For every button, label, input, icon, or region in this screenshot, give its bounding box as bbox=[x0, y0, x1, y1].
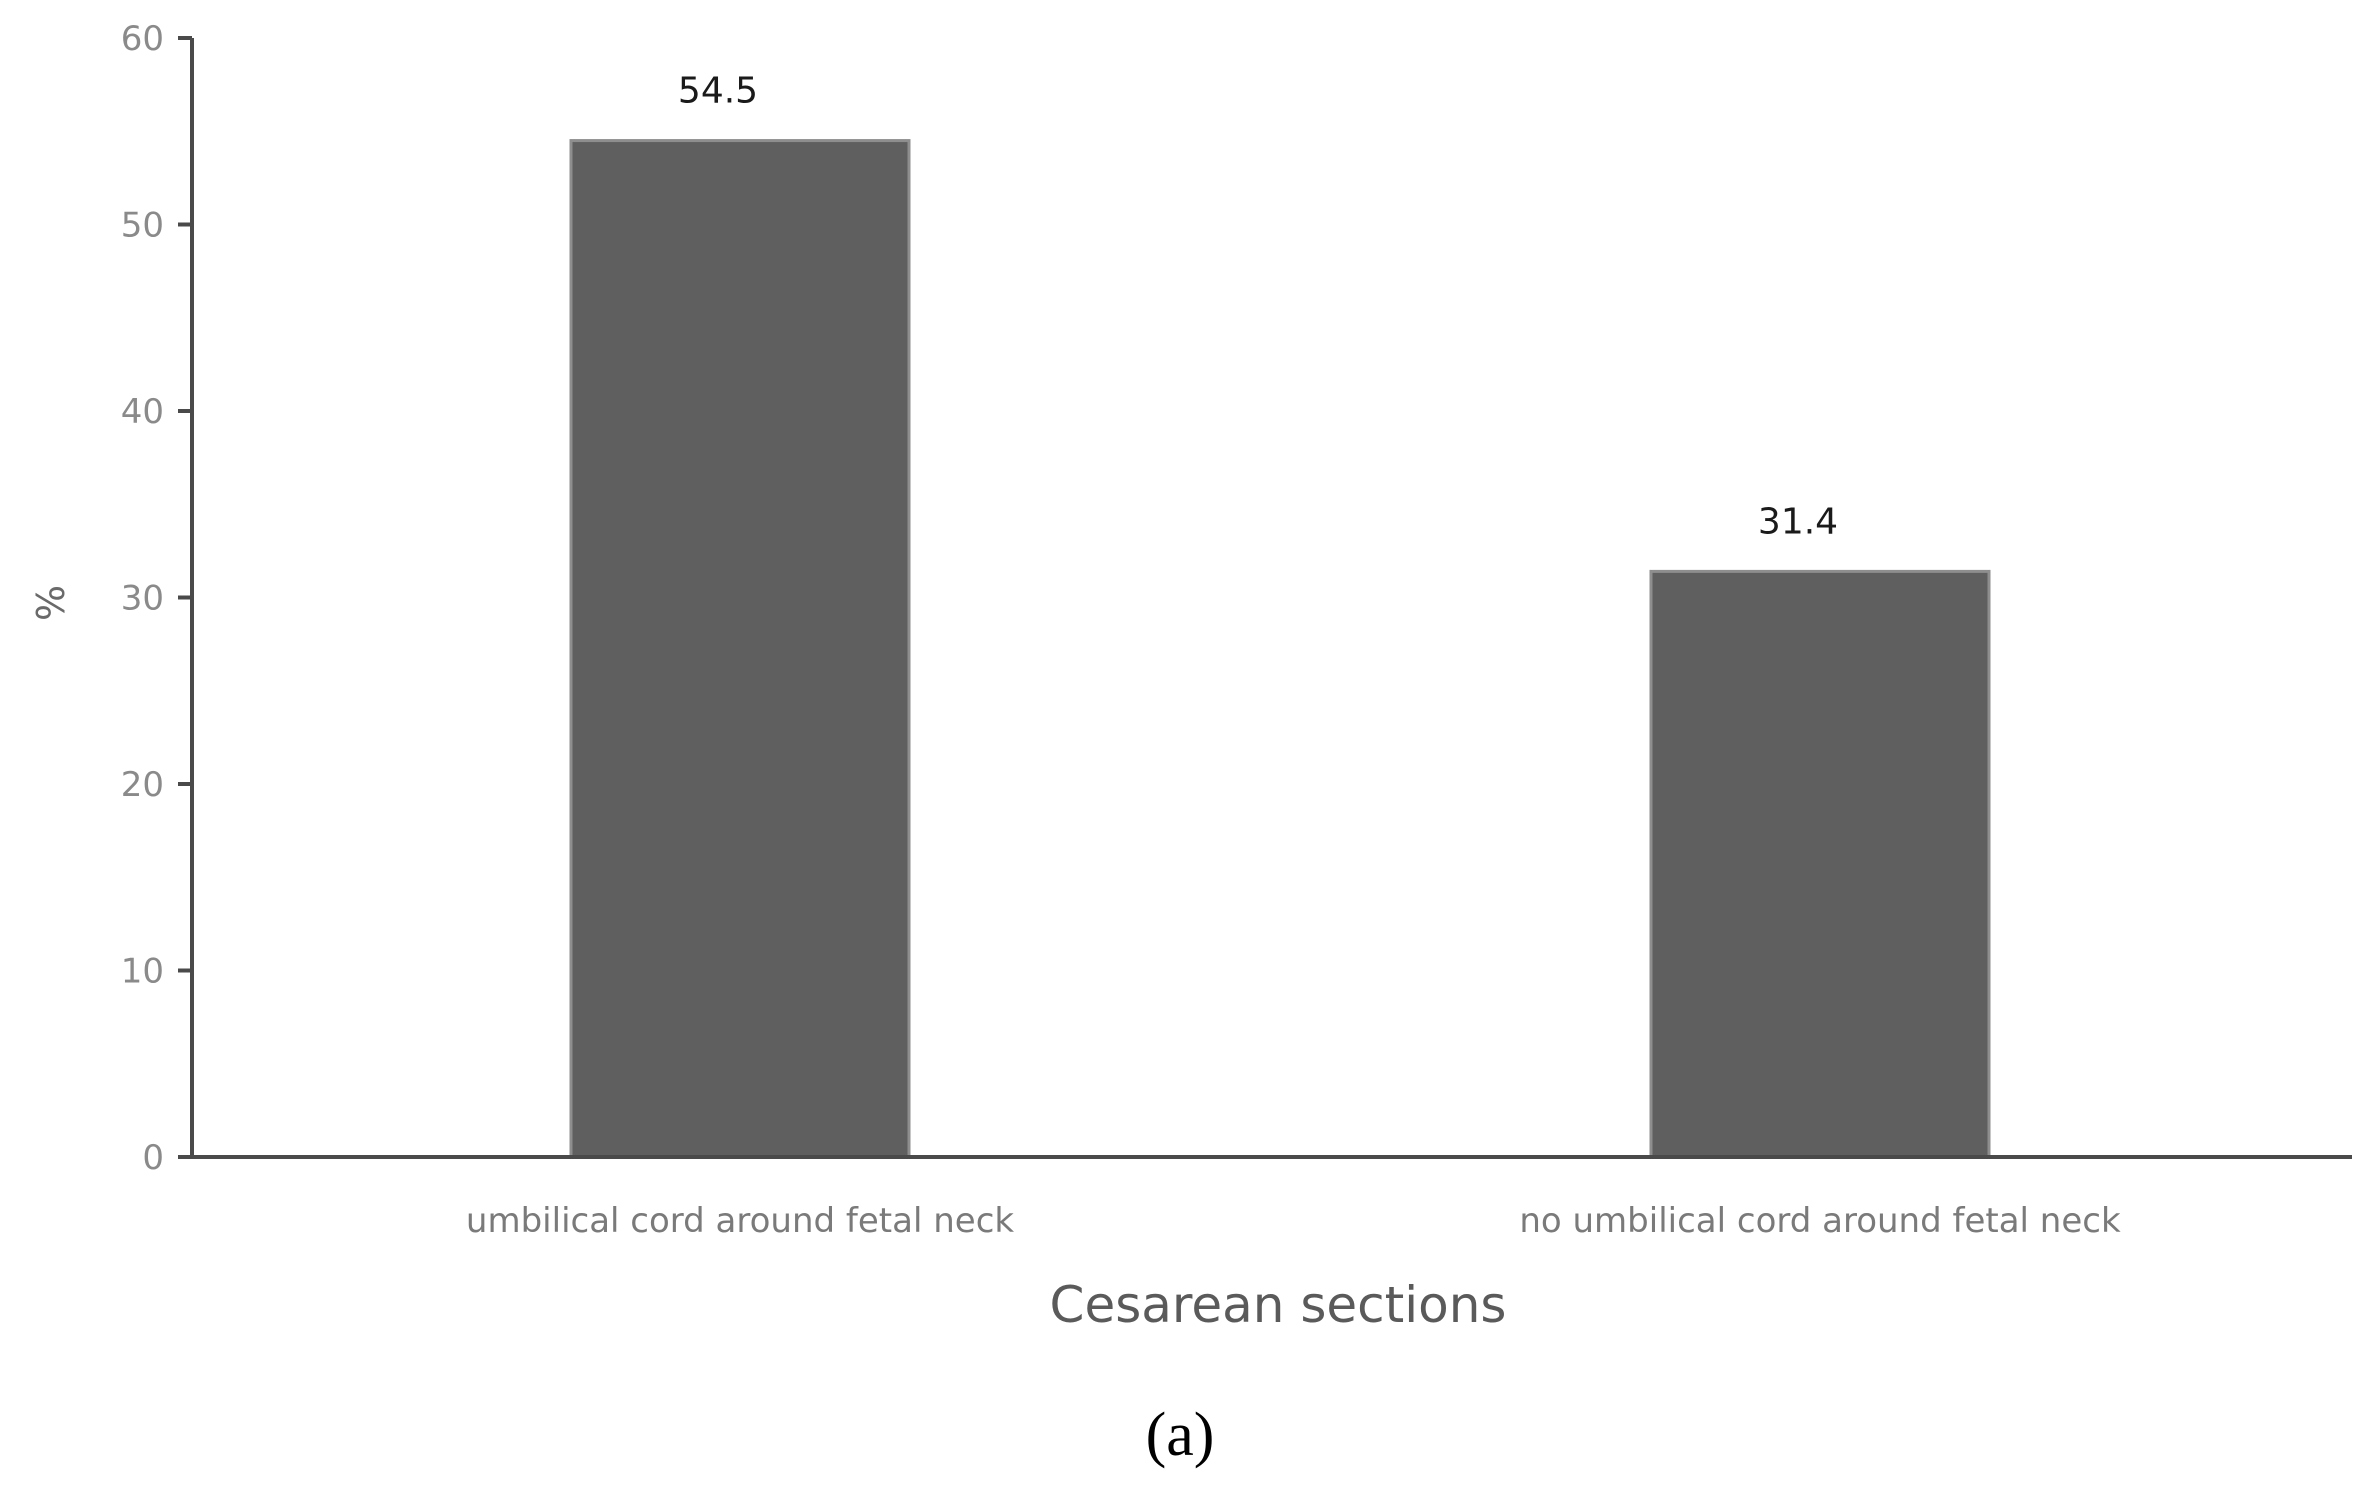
bar-data-label: 31.4 bbox=[1758, 501, 1838, 542]
bar bbox=[1649, 569, 1991, 1159]
y-axis-ticks: 0 10 20 30 40 50 60 bbox=[121, 19, 192, 1178]
y-tick-label: 50 bbox=[121, 206, 164, 246]
y-tick-label: 40 bbox=[121, 392, 164, 432]
x-category-label: umbilical cord around fetal neck bbox=[466, 1201, 1014, 1241]
category-labels-group: umbilical cord around fetal neck no umbil… bbox=[466, 1201, 2121, 1241]
y-tick-label: 30 bbox=[121, 579, 164, 619]
y-tick-label: 60 bbox=[121, 19, 164, 59]
bar-data-label: 54.5 bbox=[678, 71, 758, 112]
y-tick-label: 10 bbox=[121, 952, 164, 992]
y-tick-label: 0 bbox=[142, 1138, 164, 1178]
data-labels-group: 54.5 31.4 bbox=[678, 71, 1838, 543]
x-axis-title: Cesarean sections bbox=[1050, 1276, 1507, 1334]
x-category-label: no umbilical cord around fetal neck bbox=[1519, 1201, 2121, 1241]
bars-group bbox=[569, 139, 1991, 1159]
y-tick-label: 20 bbox=[121, 765, 164, 805]
y-axis-title: % bbox=[29, 585, 73, 621]
panel-label: (a) bbox=[1146, 1401, 1215, 1469]
bar bbox=[569, 139, 911, 1159]
